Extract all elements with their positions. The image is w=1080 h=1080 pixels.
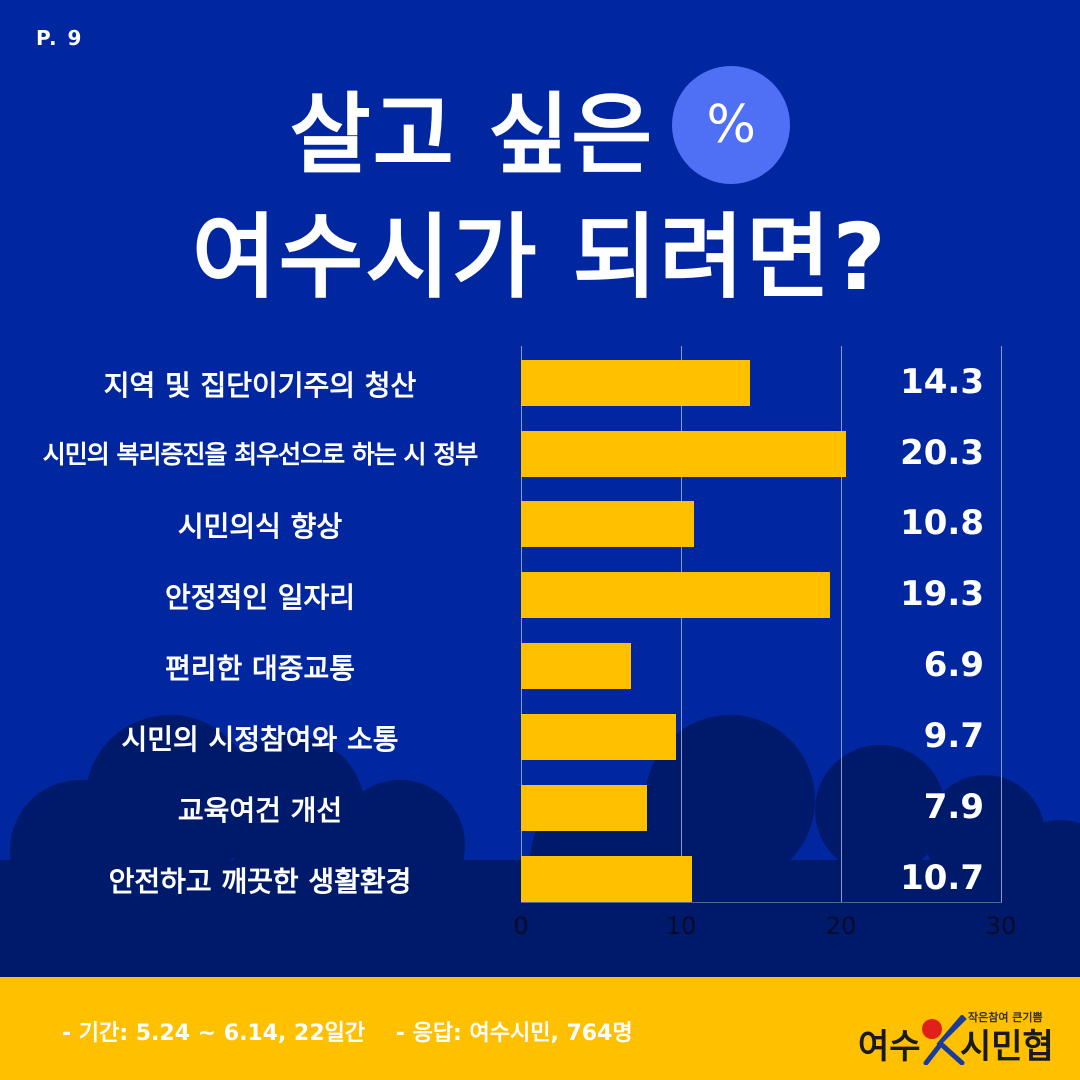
x-tick-label: 20 bbox=[825, 912, 857, 940]
bar-chart: 지역 및 집단이기주의 청산 14.3 시민의 복리증진을 최우선으로 하는 시… bbox=[0, 346, 1080, 940]
title-line-2: 여수시가 되려면? bbox=[192, 204, 888, 311]
value-label: 20.3 bbox=[900, 433, 984, 473]
category-label: 시민의식 향상 bbox=[177, 510, 343, 543]
title-text-1: 살고 싶은 bbox=[289, 82, 655, 186]
value-label: 9.7 bbox=[923, 716, 984, 756]
chart-row: 교육여건 개선 7.9 bbox=[0, 773, 1080, 843]
chart-row: 지역 및 집단이기주의 청산 14.3 bbox=[0, 348, 1080, 418]
percent-badge-icon: % bbox=[672, 66, 791, 184]
chart-row: 안전하고 깨끗한 생활환경 10.7 bbox=[0, 844, 1080, 914]
value-label: 19.3 bbox=[900, 574, 984, 614]
logo-tagline: 작은참여 큰기쁨 bbox=[968, 1011, 1043, 1024]
page-number: P. 9 bbox=[36, 26, 84, 50]
bar bbox=[521, 501, 694, 547]
category-label: 편리한 대중교통 bbox=[164, 652, 356, 685]
gridline-30 bbox=[1001, 346, 1002, 903]
title-line-1: 살고 싶은 % bbox=[0, 66, 1080, 186]
logo-text-left: 여수 bbox=[858, 1027, 921, 1067]
category-label: 시민의 시정참여와 소통 bbox=[121, 723, 399, 756]
x-tick-label: 0 bbox=[513, 912, 529, 940]
category-label: 지역 및 집단이기주의 청산 bbox=[103, 369, 417, 402]
footer-bar: - 기간: 5.24 ~ 6.14, 22일간 - 응답: 여수시민, 764명… bbox=[0, 977, 1080, 1080]
chart-row: 시민의 시정참여와 소통 9.7 bbox=[0, 702, 1080, 772]
value-label: 6.9 bbox=[923, 645, 984, 685]
value-label: 7.9 bbox=[923, 787, 984, 827]
bar bbox=[521, 643, 631, 689]
organization-logo: 작은참여 큰기쁨 여수 시민협 bbox=[858, 987, 1068, 1067]
chart-row: 시민의 복리증진을 최우선으로 하는 시 정부 20.3 bbox=[0, 419, 1080, 489]
value-label: 10.7 bbox=[900, 858, 984, 898]
gridline-0 bbox=[521, 346, 522, 903]
survey-info: - 기간: 5.24 ~ 6.14, 22일간 - 응답: 여수시민, 764명 bbox=[62, 1021, 633, 1046]
gridline-10 bbox=[681, 346, 682, 903]
chart-row: 안정적인 일자리 19.3 bbox=[0, 560, 1080, 630]
bar bbox=[521, 714, 676, 760]
category-label: 시민의 복리증진을 최우선으로 하는 시 정부 bbox=[42, 440, 479, 469]
bar bbox=[521, 431, 846, 477]
category-label: 안정적인 일자리 bbox=[164, 581, 356, 614]
bar bbox=[521, 572, 830, 618]
chart-row: 편리한 대중교통 6.9 bbox=[0, 631, 1080, 701]
value-label: 14.3 bbox=[900, 362, 984, 402]
chart-row: 시민의식 향상 10.8 bbox=[0, 489, 1080, 559]
bar bbox=[521, 785, 647, 831]
bar bbox=[521, 360, 750, 406]
bar bbox=[521, 856, 692, 902]
gridline-20 bbox=[841, 346, 842, 903]
x-tick-label: 30 bbox=[985, 912, 1017, 940]
value-label: 10.8 bbox=[900, 503, 984, 543]
logo-person-icon bbox=[922, 1015, 967, 1065]
category-label: 교육여건 개선 bbox=[177, 794, 343, 827]
logo-text-right: 시민협 bbox=[960, 1027, 1054, 1067]
x-tick-label: 10 bbox=[665, 912, 697, 940]
x-axis-line bbox=[521, 902, 1002, 903]
category-label: 안전하고 깨끗한 생활환경 bbox=[108, 865, 412, 898]
